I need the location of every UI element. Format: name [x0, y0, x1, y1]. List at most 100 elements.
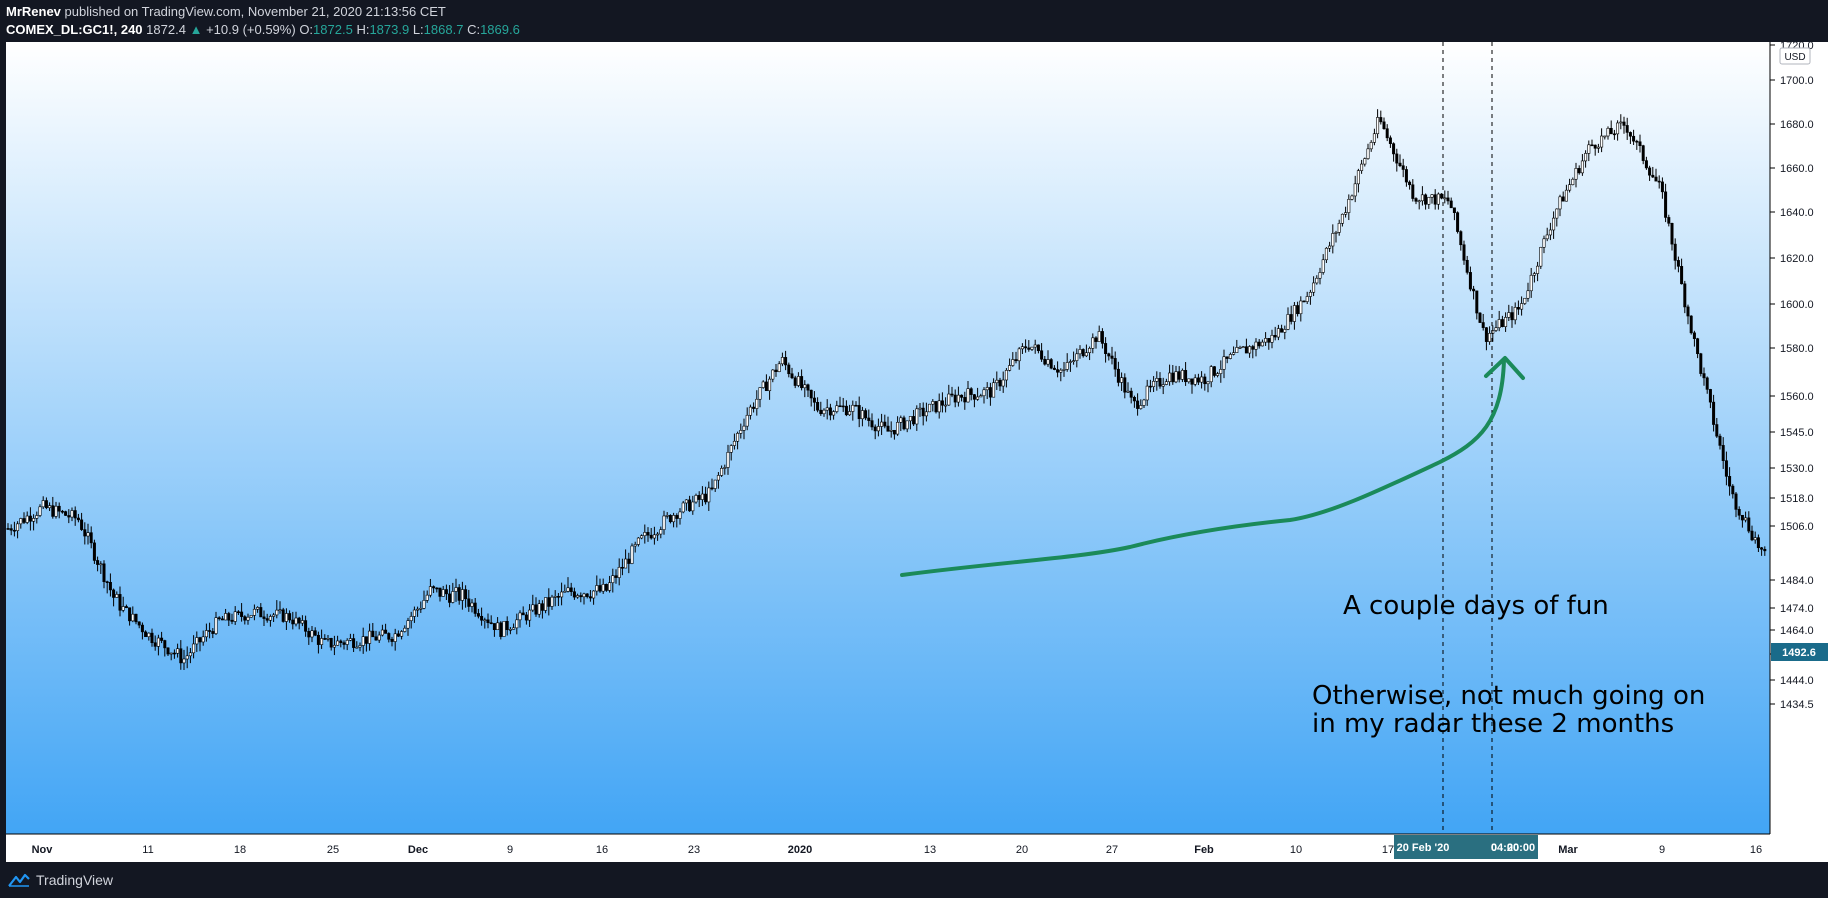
candle-body [1328, 245, 1332, 249]
candle-body [1030, 346, 1034, 350]
candle-body [1369, 142, 1373, 150]
candle-body [508, 629, 512, 631]
crosshair-time-tag [1394, 835, 1538, 859]
annotation-fun: A couple days of fun [1343, 591, 1609, 621]
time-tick-label: Feb [1194, 844, 1214, 856]
annotation-radar-1: Otherwise, not much going on [1312, 681, 1705, 711]
candle-body [134, 613, 138, 623]
candle-body [950, 393, 954, 396]
candle-body [992, 382, 996, 398]
candle-body [931, 401, 935, 405]
time-tick-label: Nov [32, 844, 54, 856]
candle-body [483, 619, 487, 622]
candle-body [745, 414, 749, 427]
candle-body [211, 631, 215, 634]
price-axis-ticks: 1720.0 1700.0 1680.0 1660.0 1640.0 1620.0 1600… [1770, 42, 1814, 711]
currency-box[interactable] [1779, 47, 1811, 65]
tradingview-logo[interactable]: TradingView [8, 872, 113, 888]
candle-body [342, 642, 346, 645]
candle-body [1520, 303, 1524, 310]
candle-body [230, 619, 234, 622]
candle-body [563, 590, 567, 593]
candle-body [988, 387, 992, 398]
candle-body [428, 586, 432, 596]
candle-body [1014, 359, 1018, 362]
candle-body [1568, 184, 1572, 191]
candle-body [1324, 247, 1328, 261]
candle-body [1734, 493, 1738, 510]
candle-body [1366, 148, 1370, 159]
close-label: C: [467, 22, 481, 37]
candle-body [700, 493, 704, 500]
candle-body [860, 410, 864, 420]
candle-body [1715, 424, 1719, 437]
author-name[interactable]: MrRenev [6, 4, 61, 19]
candle-body [816, 401, 820, 411]
candle-body [265, 618, 269, 621]
candle-body [288, 613, 292, 621]
candle-body [1052, 367, 1056, 370]
candle-body [1654, 176, 1658, 182]
candle-body [496, 622, 500, 631]
candle-body [1536, 265, 1540, 274]
crosshair-time-label: 04:00 [1491, 842, 1519, 854]
candle-body [1721, 445, 1725, 461]
up-arrow-icon: ▲ [189, 22, 203, 37]
candle-body [1449, 200, 1453, 209]
candle-body [240, 611, 244, 617]
candle-body [1635, 140, 1639, 143]
candle-body [1206, 381, 1210, 385]
candle-body [1763, 548, 1767, 552]
price-chart[interactable]: A couple days of fun Otherwise, not much… [0, 42, 1828, 862]
candle-body [390, 638, 394, 642]
candle-body [1513, 307, 1517, 321]
candle-body [1462, 244, 1466, 261]
candle-body [1228, 354, 1232, 359]
time-tick-label: Mar [1558, 844, 1578, 856]
price-axis[interactable] [1770, 42, 1828, 862]
candle-body [76, 517, 80, 521]
candle-body [300, 620, 304, 624]
candle-body [1334, 232, 1338, 234]
candle-body [812, 397, 816, 403]
candle-body [1571, 178, 1575, 186]
candle-body [1417, 200, 1421, 203]
candle-body [355, 646, 359, 649]
candle-body [432, 586, 436, 589]
candle-body [678, 511, 682, 519]
candle-body [1363, 158, 1367, 165]
candle-body [1222, 356, 1226, 370]
candle-body [1443, 197, 1447, 200]
candle-body [1606, 127, 1610, 137]
candle-body [217, 617, 221, 620]
candle-body [889, 429, 893, 432]
candle-body [761, 381, 765, 388]
symbol-name[interactable]: COMEX_DL:GC1!, 240 [6, 22, 143, 37]
candle-body [115, 594, 119, 598]
candle-body [601, 584, 605, 592]
candle-body [944, 404, 948, 407]
candle-body [1728, 476, 1732, 487]
candle-body [649, 534, 653, 539]
candle-body [1712, 401, 1716, 425]
candle-body [406, 620, 410, 629]
candle-body [966, 388, 970, 403]
tradingview-logo-icon [8, 873, 30, 887]
candle-body [1574, 168, 1578, 180]
candle-body [416, 608, 420, 611]
candle-body [915, 408, 919, 425]
candle-body [1062, 369, 1066, 371]
candle-body [1388, 137, 1392, 144]
candle-body [294, 617, 298, 625]
candle-body [332, 644, 336, 648]
candle-body [720, 467, 724, 476]
time-tick-label: 20 [1016, 844, 1028, 856]
candle-body [291, 619, 295, 625]
candle-body [979, 395, 983, 398]
candle-body [1350, 195, 1354, 200]
candle-body [1632, 135, 1636, 142]
candle-body [854, 404, 858, 407]
candle-body [32, 518, 36, 522]
candle-body [326, 638, 330, 640]
candle-body [857, 405, 861, 420]
